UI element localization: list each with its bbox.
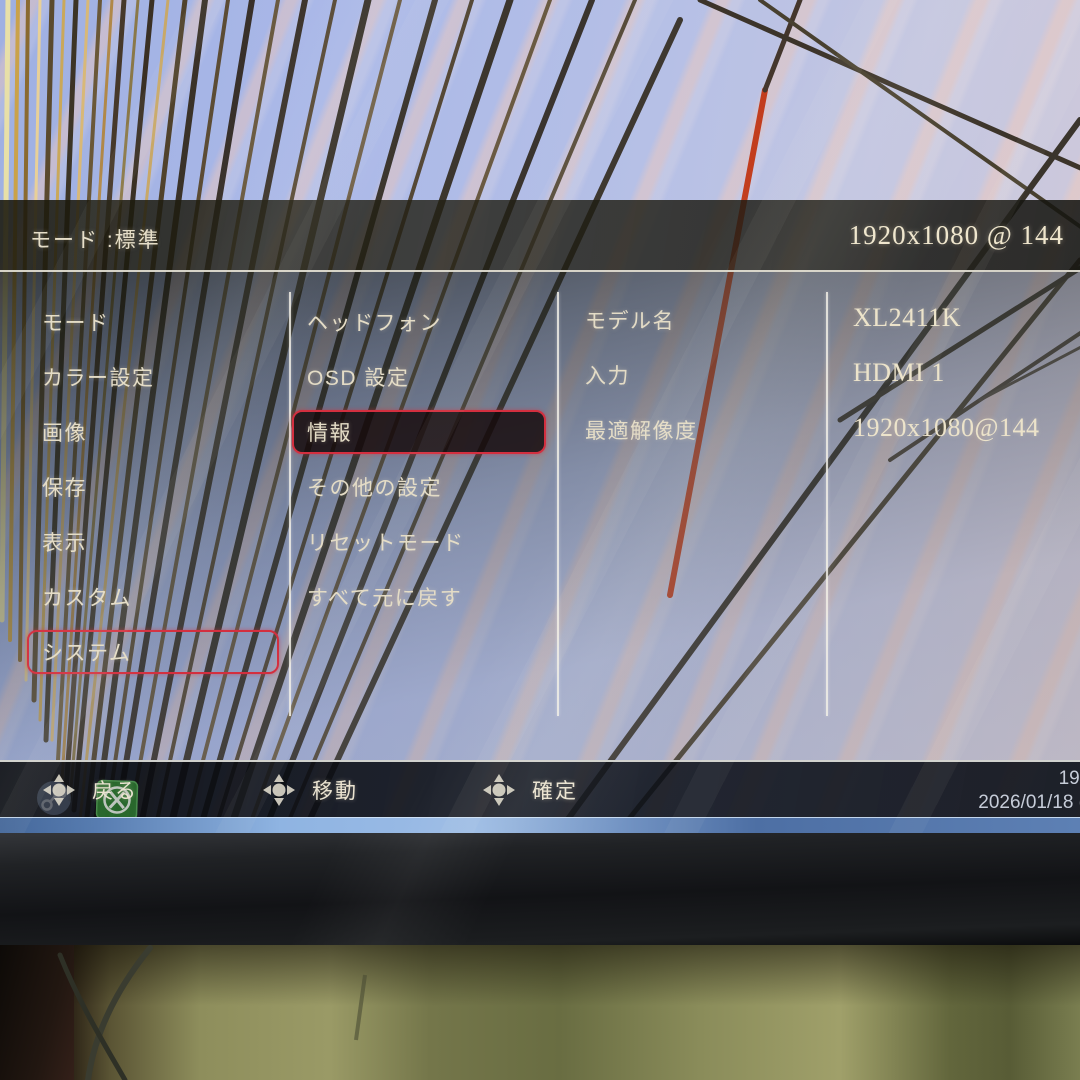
menu-item-save[interactable]: 保存 — [42, 477, 87, 500]
dpad-back-icon — [43, 774, 75, 806]
menu-item-custom[interactable]: カスタム — [42, 587, 132, 610]
column-divider — [826, 292, 828, 716]
hint-move[interactable]: 移動 — [262, 773, 358, 807]
menu-column-main: モード カラー設定 画像 保存 表示 カスタム システム — [27, 300, 279, 685]
taskbar-date: 2026/01/18 ( — [978, 792, 1080, 813]
signal-resolution-label: 1920x1080 @ 144 — [848, 220, 1064, 250]
monitor-bezel — [0, 833, 1080, 945]
info-value-input: HDMI 1 — [853, 358, 945, 387]
menu-item-reset-all[interactable]: すべて元に戻す — [307, 587, 463, 610]
column-divider — [289, 292, 291, 716]
xbox-icon[interactable] — [95, 779, 139, 821]
taskbar-clock: 19: 2026/01/18 ( — [978, 767, 1080, 815]
menu-item-picture[interactable]: 画像 — [42, 422, 87, 445]
menu-item-display[interactable]: 表示 — [42, 532, 87, 555]
column-divider — [557, 292, 559, 716]
menu-column-info-values: XL2411K HDMI 1 1920x1080@144 — [838, 296, 1080, 461]
hint-back-label: 戻る — [92, 780, 138, 803]
menu-item-osd-settings[interactable]: OSD 設定 — [307, 367, 410, 390]
hint-confirm[interactable]: 確定 — [482, 773, 578, 807]
menu-item-color-settings[interactable]: カラー設定 — [42, 367, 155, 390]
current-mode-label: モード :標準 — [30, 229, 161, 252]
menu-item-other-settings[interactable]: その他の設定 — [307, 477, 442, 500]
windows-taskbar-edge[interactable] — [0, 817, 1080, 833]
menu-column-info-labels: モデル名 入力 最適解像度 — [570, 298, 810, 463]
menu-item-mode[interactable]: モード — [42, 312, 110, 335]
hint-confirm-label: 確定 — [532, 780, 578, 803]
cables — [57, 945, 367, 1080]
dpad-move-icon — [263, 774, 295, 806]
curtain-background — [0, 945, 1080, 1080]
menu-item-system-selected[interactable]: システム — [27, 630, 279, 674]
info-value-model-name: XL2411K — [853, 303, 961, 332]
menu-item-information-selected[interactable]: 情報 — [292, 410, 546, 454]
info-value-optimal-resolution: 1920x1080@144 — [853, 413, 1040, 442]
monitor-stand — [0, 945, 74, 1080]
hint-move-label: 移動 — [312, 780, 358, 803]
info-label-optimal-resolution: 最適解像度 — [585, 420, 698, 443]
menu-column-system-sub: ヘッドフォン OSD 設定 情報 その他の設定 リセットモード すべて元に戻す — [292, 300, 546, 630]
info-label-input: 入力 — [585, 365, 630, 388]
dpad-confirm-icon — [483, 774, 515, 806]
taskbar-time: 19: — [1058, 768, 1080, 789]
osd-menu-panel: モード カラー設定 画像 保存 表示 カスタム システム ヘッドフォン OSD … — [0, 272, 1080, 760]
info-label-model-name: モデル名 — [585, 310, 675, 333]
menu-item-reset-mode[interactable]: リセットモード — [307, 532, 465, 555]
osd-header-bar: モード :標準 1920x1080 @ 144 — [0, 200, 1080, 272]
hint-back[interactable]: 戻る — [42, 773, 138, 807]
osd-footer-bar: 戻る 移動 確定 19: 2026/01/18 ( — [0, 760, 1080, 821]
menu-item-headphone[interactable]: ヘッドフォン — [307, 312, 442, 335]
